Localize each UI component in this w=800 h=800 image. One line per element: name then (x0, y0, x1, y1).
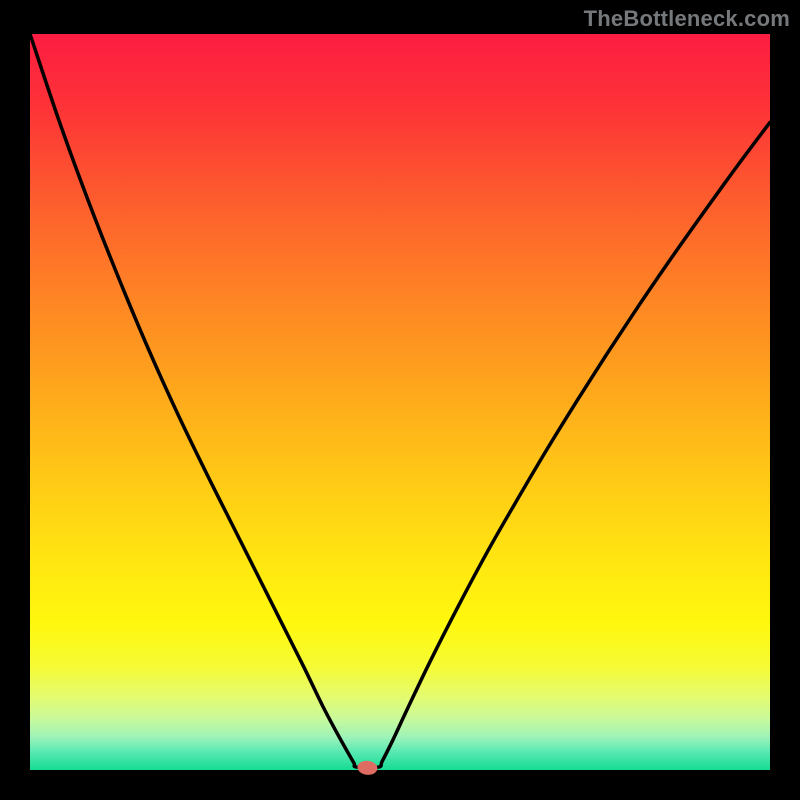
gradient-plot-area (30, 34, 770, 770)
bottleneck-chart (0, 0, 800, 800)
